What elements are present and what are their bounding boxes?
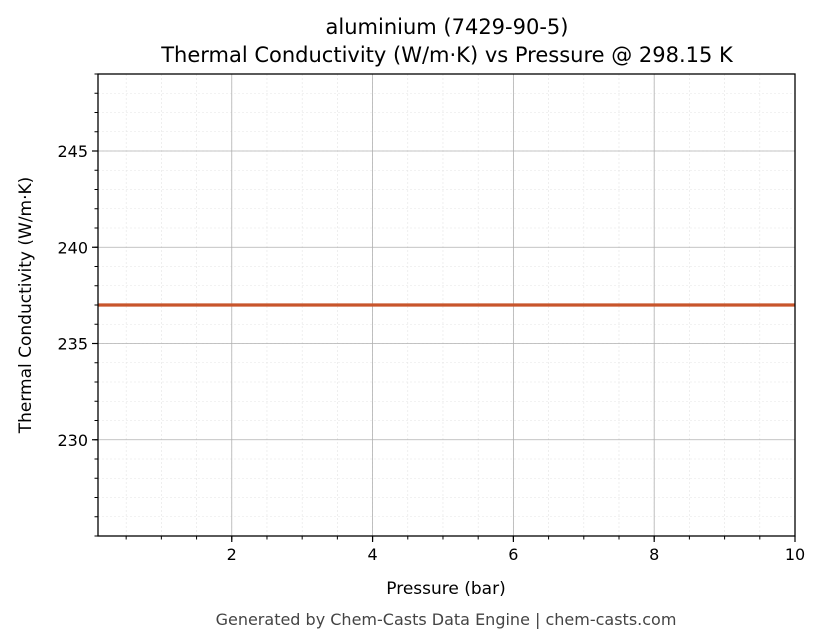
y-tick-label: 240 (57, 238, 88, 257)
x-axis-label: Pressure (bar) (386, 579, 505, 599)
x-tick-label: 6 (508, 545, 518, 564)
chart-title: aluminium (7429-90-5) (326, 15, 569, 39)
y-axis-label: Thermal Conductivity (W/m·K) (16, 177, 36, 435)
chart-subtitle: Thermal Conductivity (W/m·K) vs Pressure… (160, 43, 734, 67)
x-tick-label: 8 (649, 545, 659, 564)
footer-credit: Generated by Chem-Casts Data Engine | ch… (216, 610, 677, 629)
axis-ticks (92, 73, 796, 542)
y-tick-label: 245 (57, 142, 88, 161)
x-tick-label: 2 (227, 545, 237, 564)
y-tick-label: 230 (57, 431, 88, 450)
tick-labels: 2 4 6 8 10 230 235 240 245 (57, 142, 805, 564)
y-tick-label: 235 (57, 335, 88, 354)
x-tick-label: 4 (367, 545, 377, 564)
x-tick-label: 10 (785, 545, 805, 564)
